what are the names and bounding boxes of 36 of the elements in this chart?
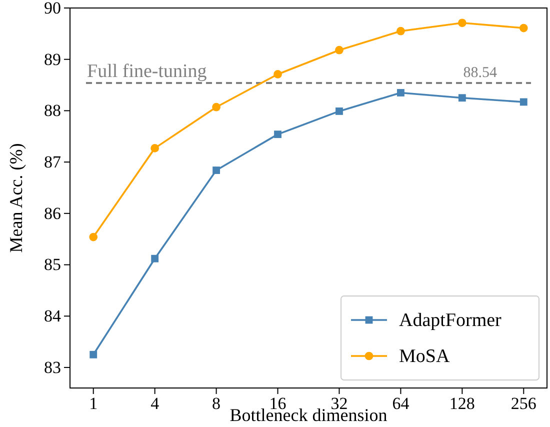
point xyxy=(150,144,160,152)
x-tick-label: 128 xyxy=(449,394,475,414)
legend-label: MoSA xyxy=(399,346,450,367)
point xyxy=(458,94,466,102)
point xyxy=(520,98,528,106)
y-tick-label: 86 xyxy=(44,204,61,223)
point xyxy=(151,254,159,262)
point xyxy=(274,70,282,78)
x-tick-label: 32 xyxy=(330,394,348,414)
point xyxy=(212,102,220,112)
y-tick-label: 83 xyxy=(44,358,61,377)
point xyxy=(458,18,466,28)
y-tick-label: 87 xyxy=(44,152,62,172)
legend-label: AdaptFormer xyxy=(399,310,502,331)
point xyxy=(212,166,220,174)
point xyxy=(336,108,343,115)
annotation: 88.54 xyxy=(463,64,498,81)
point xyxy=(335,46,344,54)
y-axis-title: Mean Acc. (%) xyxy=(6,143,26,253)
point xyxy=(519,24,528,32)
point xyxy=(90,350,98,358)
point xyxy=(396,26,405,36)
y-tick-label: 88 xyxy=(44,101,61,120)
y-tick-label: 90 xyxy=(44,0,61,18)
x-tick-label: 64 xyxy=(392,394,410,414)
point xyxy=(274,130,282,138)
y-tick-label: 84 xyxy=(44,306,62,326)
point xyxy=(89,232,98,242)
y-tick-label: 85 xyxy=(44,255,61,274)
point xyxy=(396,89,404,96)
y-tick-label: 89 xyxy=(44,50,61,69)
x-tick-label: 256 xyxy=(510,394,536,414)
x-tick-label: 8 xyxy=(212,394,221,414)
ref-line-label: Full fine-tuning xyxy=(87,60,208,82)
x-tick-label: 4 xyxy=(150,394,160,414)
x-tick-label: 1 xyxy=(89,394,98,414)
